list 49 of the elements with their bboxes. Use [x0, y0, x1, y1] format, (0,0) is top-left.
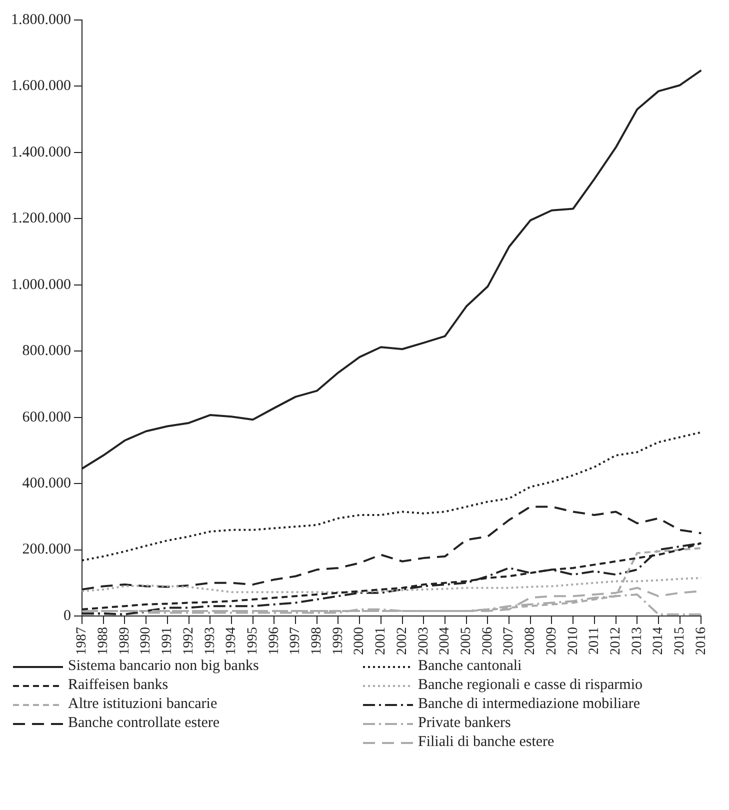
legend-label: Banche cantonali — [418, 658, 522, 675]
legend-label: Sistema bancario non big banks — [68, 658, 259, 675]
x-tick-label: 2014 — [651, 627, 666, 655]
legend-label: Altre istituzioni bancarie — [68, 696, 218, 713]
x-tick-label: 2004 — [438, 627, 453, 655]
y-tick-label: 800.000 — [22, 343, 71, 360]
y-tick-label: 0 — [64, 608, 71, 624]
x-tick-label: 2006 — [480, 627, 496, 655]
x-tick-label: 1995 — [245, 627, 260, 655]
x-tick-label: 1987 — [74, 627, 90, 655]
x-tick-label: 2000 — [352, 627, 368, 655]
x-tick-label: 2009 — [544, 627, 560, 655]
legend-label: Filiali di banche estere — [418, 734, 554, 751]
x-tick-label: 2013 — [630, 627, 645, 655]
x-tick-label: 1993 — [202, 627, 218, 655]
y-tick-label: 400.000 — [22, 475, 71, 492]
x-tick-label: 2008 — [523, 627, 538, 655]
y-tick-label: 1.400.000 — [11, 144, 71, 160]
x-tick-label: 1991 — [160, 627, 176, 655]
x-tick-label: 2002 — [394, 627, 410, 655]
legend-label: Banche regionali e casse di risparmio — [418, 677, 643, 694]
x-tick-label: 1992 — [181, 627, 196, 655]
x-tick-label: 2007 — [502, 627, 517, 655]
x-tick-label: 1997 — [288, 627, 304, 655]
x-tick-label: 2015 — [672, 627, 688, 655]
x-tick-label: 2003 — [416, 627, 432, 655]
legend-label: Private bankers — [418, 715, 511, 732]
x-tick-label: 1990 — [138, 627, 154, 655]
x-tick-label: 2010 — [566, 627, 581, 655]
y-tick-label: 1.000.000 — [11, 276, 71, 293]
x-tick-label: 1996 — [266, 627, 282, 655]
x-tick-label: 1994 — [224, 627, 240, 655]
legend-label: Banche di intermediazione mobiliare — [418, 696, 640, 713]
y-tick-label: 1.600.000 — [11, 78, 71, 94]
x-tick-label: 2016 — [694, 627, 709, 655]
x-tick-label: 1988 — [96, 627, 112, 655]
legend-label: Raiffeisen banks — [68, 677, 168, 694]
y-tick-label: 1.800.000 — [11, 12, 71, 28]
x-tick-label: 1998 — [310, 627, 325, 655]
y-tick-label: 600.000 — [22, 409, 71, 426]
y-tick-label: 200.000 — [22, 542, 71, 558]
x-tick-label: 1999 — [330, 627, 346, 655]
x-tick-label: 2012 — [608, 627, 624, 655]
x-tick-label: 1989 — [117, 627, 132, 655]
x-tick-label: 2011 — [587, 627, 602, 654]
x-tick-label: 2001 — [374, 627, 389, 655]
legend-label: Banche controllate estere — [68, 715, 220, 732]
x-tick-label: 2005 — [459, 627, 474, 655]
y-tick-label: 1.200.000 — [11, 210, 71, 227]
